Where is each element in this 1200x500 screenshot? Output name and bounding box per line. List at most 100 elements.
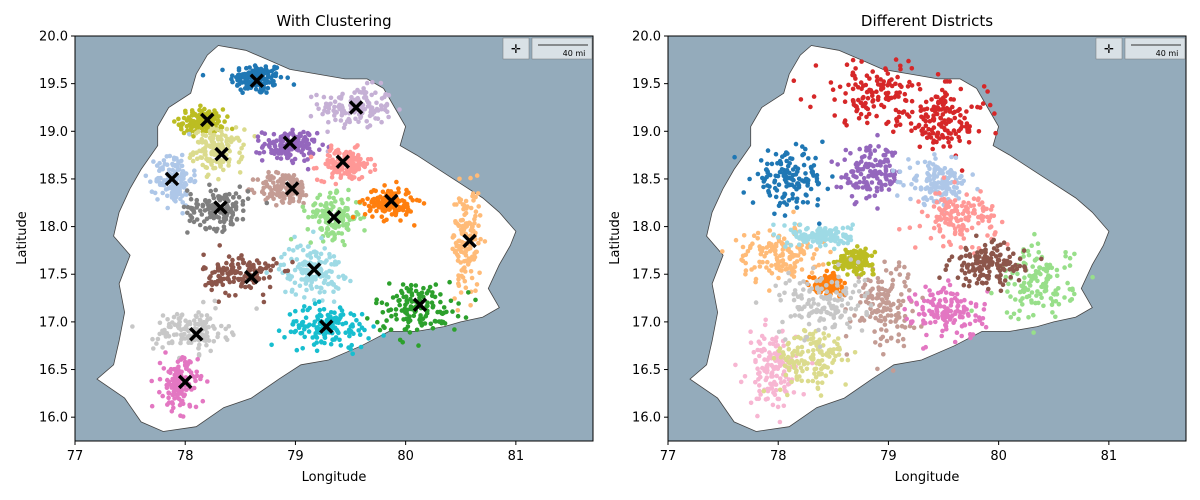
scatter-point bbox=[359, 311, 365, 317]
scatter-point bbox=[170, 167, 175, 173]
scatter-point bbox=[407, 330, 413, 335]
scatter-point bbox=[314, 340, 320, 345]
scatter-point bbox=[350, 351, 356, 357]
scatter-point bbox=[187, 404, 193, 409]
scatter-point bbox=[773, 151, 779, 157]
scatter-point bbox=[875, 366, 880, 372]
y-tick-label: 16.5 bbox=[39, 363, 68, 378]
scatter-point bbox=[166, 369, 171, 375]
scatter-point bbox=[976, 220, 981, 226]
scatter-point bbox=[895, 193, 900, 198]
scatter-point bbox=[256, 276, 262, 282]
scatter-point bbox=[973, 258, 979, 263]
scatter-point bbox=[897, 169, 903, 174]
scatter-point bbox=[817, 244, 823, 249]
scatter-point bbox=[970, 332, 976, 337]
y-tick-label: 19.5 bbox=[39, 77, 68, 92]
scatter-point bbox=[192, 178, 198, 184]
scatter-point bbox=[200, 140, 205, 145]
scatter-point bbox=[963, 253, 969, 259]
scatter-point bbox=[358, 115, 363, 120]
scatter-point bbox=[178, 413, 183, 419]
scatter-point bbox=[801, 287, 806, 292]
scatter-point bbox=[973, 313, 978, 318]
scatter-point bbox=[799, 344, 805, 350]
right-scatter-points bbox=[720, 57, 1095, 425]
scatter-point bbox=[1021, 289, 1027, 295]
scatter-point bbox=[221, 265, 226, 271]
scatter-point bbox=[460, 275, 466, 280]
scatter-point bbox=[893, 319, 898, 324]
scatter-point bbox=[334, 327, 339, 333]
scatter-point bbox=[830, 324, 835, 330]
scatter-point bbox=[315, 195, 320, 201]
scatter-point bbox=[462, 212, 467, 218]
scatter-point bbox=[776, 238, 782, 244]
scatter-point bbox=[204, 128, 209, 134]
scatter-point bbox=[801, 162, 807, 168]
scatter-point bbox=[874, 89, 879, 94]
scatter-point bbox=[291, 173, 297, 178]
scatter-point bbox=[832, 113, 837, 118]
scatter-point bbox=[801, 392, 806, 397]
scatter-point bbox=[331, 282, 337, 287]
scatter-point bbox=[987, 269, 992, 275]
scatter-point bbox=[185, 210, 190, 216]
scatter-point bbox=[838, 185, 844, 190]
scatter-point bbox=[259, 158, 265, 163]
scatter-point bbox=[881, 159, 887, 165]
scatter-point bbox=[805, 378, 811, 384]
scatter-point bbox=[936, 223, 942, 228]
scatter-point bbox=[917, 223, 923, 229]
scatter-point bbox=[286, 272, 291, 277]
scatter-point bbox=[226, 293, 232, 298]
scatter-point bbox=[381, 333, 386, 338]
scatter-point bbox=[955, 108, 961, 113]
scatter-point bbox=[459, 230, 465, 235]
scatter-point bbox=[308, 94, 314, 100]
scatter-point bbox=[393, 212, 399, 218]
scatter-point bbox=[945, 135, 950, 141]
scatter-point bbox=[845, 235, 850, 241]
scatter-point bbox=[935, 290, 941, 296]
scatter-point bbox=[179, 401, 184, 406]
scatter-point bbox=[245, 189, 251, 194]
scatter-point bbox=[881, 104, 887, 110]
scatter-point bbox=[416, 343, 421, 348]
scatter-point bbox=[869, 253, 875, 259]
scatter-point bbox=[956, 196, 961, 201]
scatter-point bbox=[801, 251, 807, 257]
scatter-point bbox=[333, 169, 339, 175]
scatter-point bbox=[928, 235, 934, 241]
scatter-point bbox=[240, 216, 246, 222]
scatter-point bbox=[259, 145, 265, 150]
scatter-point bbox=[773, 252, 778, 257]
scatter-point bbox=[280, 194, 286, 200]
scatter-point bbox=[382, 209, 387, 214]
scatter-point bbox=[925, 298, 931, 304]
scatter-point bbox=[896, 263, 902, 269]
scatter-point bbox=[953, 131, 958, 136]
scatter-point bbox=[793, 141, 799, 147]
y-tick-label: 16.0 bbox=[632, 411, 661, 426]
scatter-point bbox=[430, 303, 436, 309]
scatter-point bbox=[197, 342, 202, 348]
scatter-point bbox=[203, 198, 208, 203]
scatter-point bbox=[310, 274, 315, 280]
scatter-point bbox=[365, 100, 371, 105]
scatter-point bbox=[382, 183, 387, 188]
scatter-point bbox=[347, 333, 352, 339]
scatter-point bbox=[171, 192, 176, 198]
scatter-point bbox=[370, 79, 375, 85]
scatter-point bbox=[845, 321, 850, 327]
scatter-point bbox=[923, 99, 929, 105]
scatter-point bbox=[261, 299, 267, 305]
x-tick-label: 80 bbox=[990, 449, 1007, 464]
scatter-point bbox=[299, 182, 305, 188]
scatter-point bbox=[399, 198, 405, 203]
scatter-point bbox=[776, 329, 782, 335]
scatter-point bbox=[1090, 274, 1095, 280]
scatter-point bbox=[220, 107, 226, 112]
scatter-point bbox=[842, 99, 848, 104]
scatter-point bbox=[333, 261, 339, 267]
